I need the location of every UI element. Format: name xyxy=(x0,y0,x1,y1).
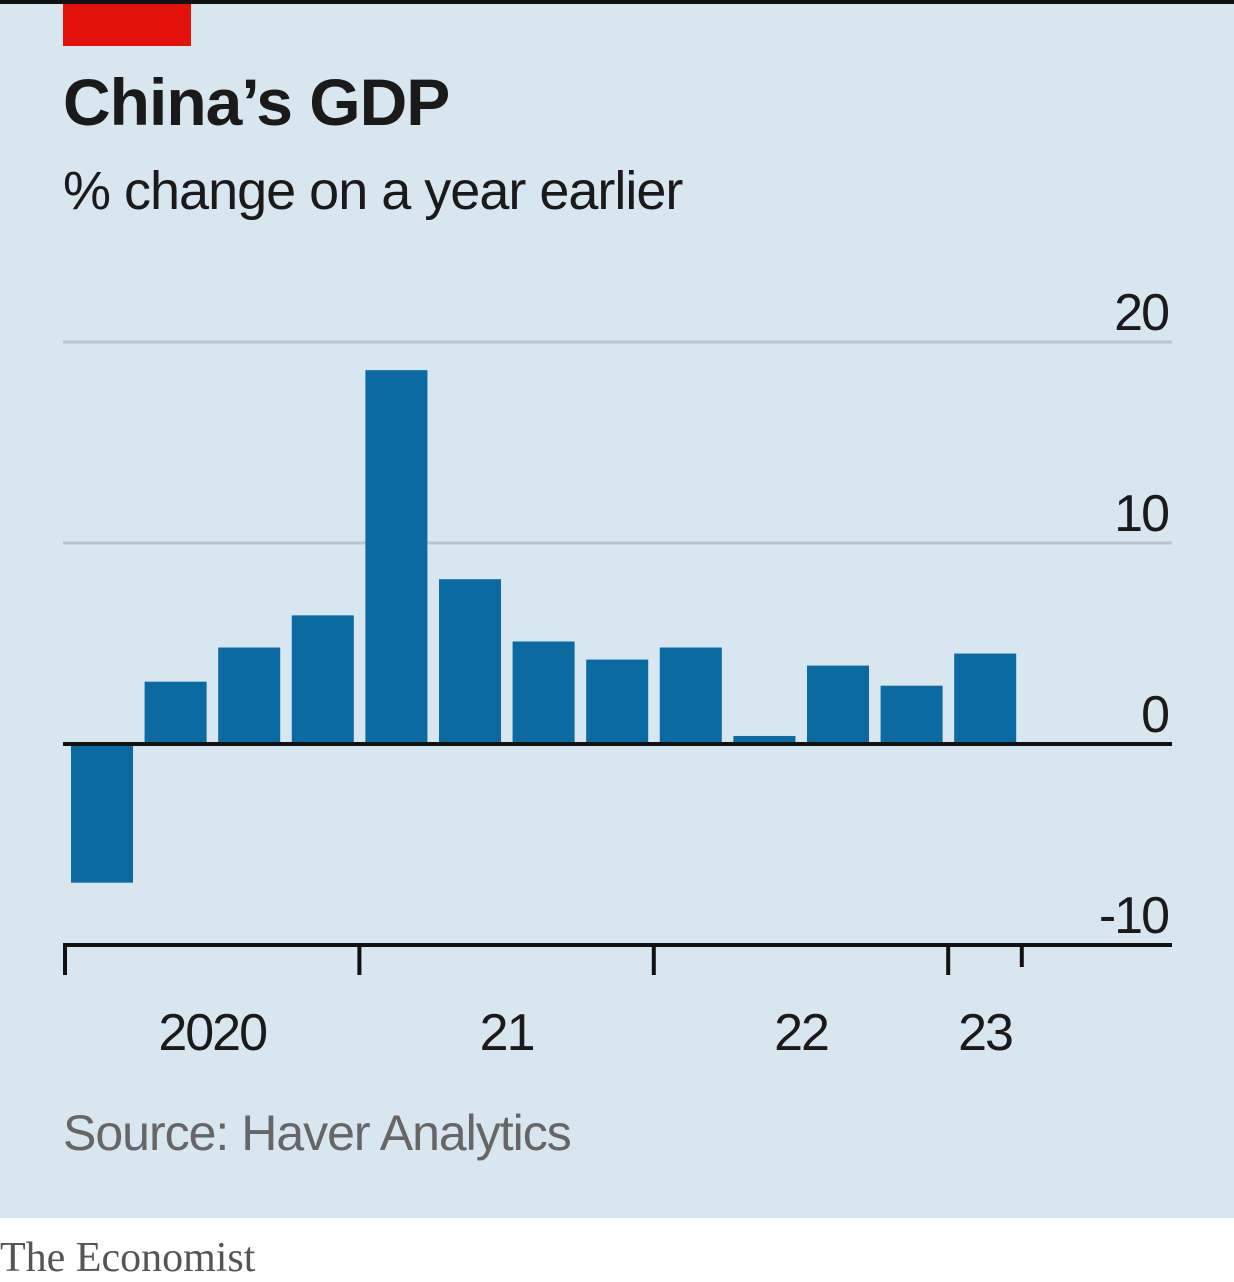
y-tick-label: 0 xyxy=(1141,686,1168,744)
bar-2021-q4 xyxy=(586,659,649,744)
bar-2020-q2 xyxy=(144,681,207,744)
axes xyxy=(63,742,1172,975)
gridlines xyxy=(63,340,1172,545)
chart-subtitle: % change on a year earlier xyxy=(63,161,683,221)
x-year-label: 21 xyxy=(480,1004,534,1062)
bar-2020-q1 xyxy=(71,744,133,883)
bars xyxy=(71,370,1017,883)
bar-2022-q4 xyxy=(880,685,943,744)
x-year-label: 23 xyxy=(958,1004,1012,1062)
source-note: Source: Haver Analytics xyxy=(63,1105,572,1161)
publisher-name: The Economist xyxy=(0,1235,256,1281)
bar-2021-q1 xyxy=(365,370,428,744)
x-year-label: 22 xyxy=(774,1004,828,1062)
bar-2022-q3 xyxy=(807,665,869,744)
bar-2023-q1 xyxy=(954,653,1017,744)
axis-labels: 20 10 0 -10 2020 21 22 23 xyxy=(158,284,1170,1062)
y-tick-label: 20 xyxy=(1114,284,1168,342)
x-year-label: 2020 xyxy=(158,1004,266,1062)
chart-title: China’s GDP xyxy=(63,65,450,139)
bar-2020-q3 xyxy=(218,647,281,744)
chart-panel xyxy=(0,0,1234,1218)
brand-red-tag xyxy=(63,4,191,46)
bar-2021-q2 xyxy=(439,579,501,744)
y-tick-label: -10 xyxy=(1099,887,1168,945)
bar-2022-q1 xyxy=(659,647,722,744)
gdp-bar-chart: 20 10 0 -10 2020 21 22 23 xyxy=(63,284,1172,1062)
bar-2022-q2 xyxy=(733,735,796,744)
bar-2021-q3 xyxy=(512,641,575,744)
y-tick-label: 10 xyxy=(1114,485,1168,543)
top-rule xyxy=(0,0,1234,4)
bar-2020-q4 xyxy=(291,615,354,744)
